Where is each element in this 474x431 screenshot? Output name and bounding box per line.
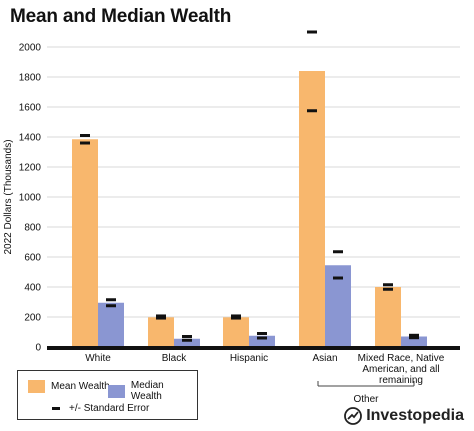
error-marker-mean-1 (156, 316, 166, 320)
error-marker-median-1 (182, 335, 192, 338)
error-marker-mean-1 (156, 314, 166, 318)
error-marker-median-0 (106, 304, 116, 308)
y-tick-label: 1400 (19, 133, 42, 144)
legend-swatch-mean (28, 380, 45, 393)
x-category-label-line: Black (162, 353, 187, 364)
bar-mean-3 (299, 71, 325, 347)
error-marker-mean-0 (80, 134, 90, 137)
error-marker-median-3 (333, 250, 343, 254)
x-category-label: Asian (312, 353, 337, 364)
error-marker-median-3 (333, 276, 343, 280)
legend-item-error: +/- Standard Error (48, 403, 149, 414)
y-tick-label: 1000 (19, 193, 42, 204)
error-marker-mean-2 (231, 316, 241, 320)
error-marker-mean-3 (307, 109, 317, 113)
error-marker-median-2 (257, 336, 267, 340)
legend-label-median: Median Wealth (130, 380, 164, 402)
y-tick-label: 1600 (19, 103, 42, 114)
x-category-label: Mixed Race, Native American, and all remai… (358, 353, 445, 386)
legend-item-median: Median Wealth (108, 380, 197, 402)
legend-item-mean: Mean Wealth (28, 380, 110, 393)
x-category-label-line: Hispanic (230, 353, 268, 364)
bar-median-1 (174, 338, 200, 347)
x-axis-line (47, 346, 460, 350)
x-category-label: White (85, 353, 111, 364)
bar-median-4 (401, 336, 427, 347)
error-marker-mean-2 (231, 314, 241, 318)
error-marker-median-2 (257, 332, 267, 335)
investopedia-logo: Investopedia (344, 407, 464, 425)
legend: Mean Wealth Median Wealth +/- Standard E… (17, 370, 198, 420)
legend-label-error: +/- Standard Error (69, 403, 150, 414)
error-marker-mean-4 (383, 283, 393, 287)
y-tick-label: 1800 (19, 73, 42, 84)
investopedia-logo-icon (344, 407, 363, 425)
group-label: Other (353, 394, 379, 405)
bar-median-2 (249, 335, 275, 347)
y-tick-label: 600 (24, 253, 41, 264)
bar-mean-0 (72, 139, 98, 347)
error-marker-mean-3 (307, 30, 317, 34)
chart-title: Mean and Median Wealth (10, 6, 232, 27)
y-tick-label: 2000 (19, 43, 42, 54)
error-marker-median-1 (182, 338, 192, 342)
y-tick-label: 0 (35, 343, 41, 354)
x-category-label-line: American, and all (362, 364, 439, 375)
bar-mean-2 (223, 317, 249, 347)
x-category-label-line: White (85, 353, 111, 364)
legend-swatch-median (108, 384, 125, 398)
legend-swatch-error (52, 407, 60, 410)
error-marker-mean-4 (383, 287, 393, 291)
brand-name: Investopedia (366, 407, 464, 424)
bar-mean-1 (148, 317, 174, 347)
y-tick-label: 400 (24, 283, 41, 294)
bar-median-0 (98, 302, 124, 347)
error-marker-median-0 (106, 298, 116, 302)
y-tick-label: 200 (24, 313, 41, 324)
error-marker-median-4 (409, 333, 419, 337)
x-category-label: Black (162, 353, 187, 364)
x-category-label-line: Asian (312, 353, 337, 364)
y-tick-label: 800 (24, 223, 41, 234)
x-category-label: Hispanic (230, 353, 268, 364)
y-axis-label: 2022 Dollars (Thousands) (3, 139, 14, 254)
error-marker-mean-0 (80, 141, 90, 145)
bar-mean-4 (375, 287, 401, 347)
x-category-label-line: remaining (379, 375, 423, 386)
x-category-label-line: Mixed Race, Native (358, 353, 445, 364)
error-marker-median-4 (409, 336, 419, 340)
y-tick-label: 1200 (19, 163, 42, 174)
legend-label-mean: Mean Wealth (51, 381, 110, 392)
